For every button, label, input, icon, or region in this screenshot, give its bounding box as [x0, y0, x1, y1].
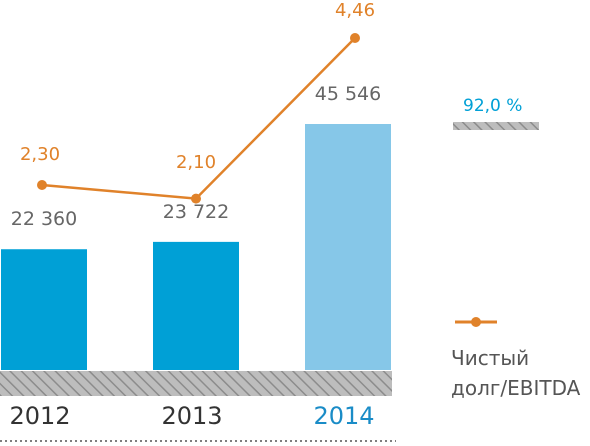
legend: Чистый долг/EBITDA: [451, 317, 581, 400]
bar-value-label-2012: 22 360: [11, 208, 77, 230]
ratio-value-labels: 2,30 2,10 4,46: [20, 0, 375, 173]
ratio-value-label-2014: 4,46: [335, 0, 375, 21]
bar-2014: [305, 124, 391, 370]
ratio-value-label-2013: 2,10: [176, 152, 216, 173]
legend-label-line2: долг/EBITDA: [451, 376, 581, 400]
category-label-2014: 2014: [313, 402, 374, 430]
category-label-2013: 2013: [161, 402, 222, 430]
bar-value-label-2014: 45 546: [315, 83, 381, 105]
bar-value-label-2013: 23 722: [163, 201, 229, 223]
bar-value-labels: 22 360 23 722 45 546: [11, 83, 381, 230]
legend-label-line1: Чистый: [451, 346, 529, 370]
legend-dot-marker: [471, 317, 481, 327]
ratio-point-2013: [191, 193, 201, 204]
ratio-value-label-2012: 2,30: [20, 144, 60, 165]
percent-label: 92,0 %: [463, 96, 522, 116]
category-labels: 2012 2013 2014: [9, 402, 374, 430]
ratio-point-2014: [350, 33, 360, 43]
bar-2012: [1, 249, 87, 370]
ratio-line: [37, 33, 360, 204]
baseline-hatch: [0, 371, 392, 396]
bar-2013: [153, 241, 239, 370]
category-label-2012: 2012: [9, 402, 70, 430]
bars: [1, 124, 391, 370]
percent-hatch: [453, 122, 539, 130]
ratio-point-2012: [37, 180, 47, 190]
